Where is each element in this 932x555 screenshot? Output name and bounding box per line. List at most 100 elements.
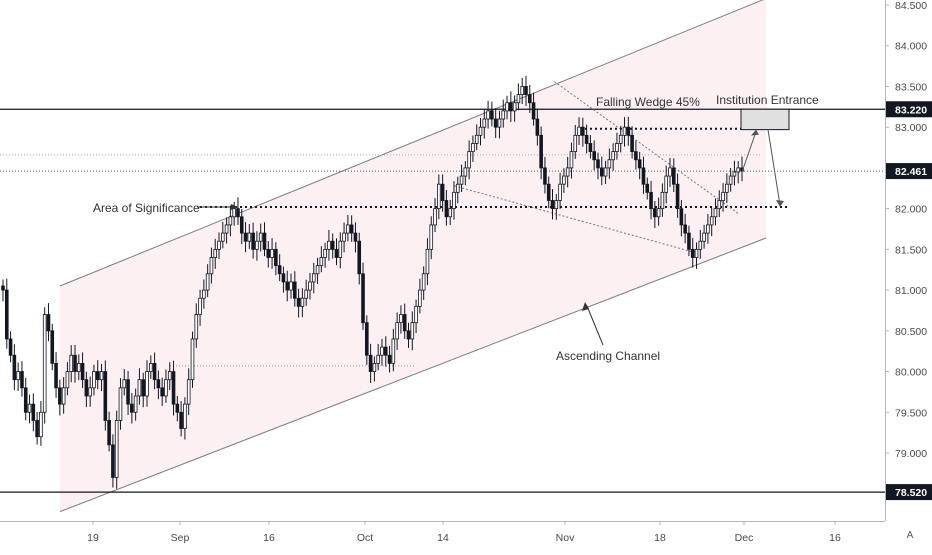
candle-body (107, 420, 111, 446)
candle-body (130, 403, 134, 413)
candle-body (509, 102, 513, 112)
candle-body (202, 289, 206, 299)
label-ascending-channel: Ascending Channel (556, 349, 660, 363)
candle-body (406, 330, 411, 340)
time-tick-label: 14 (437, 532, 449, 544)
candle-body (164, 379, 168, 397)
candle-body (232, 208, 236, 218)
candle-body (459, 175, 464, 185)
candle-body (675, 183, 680, 210)
candle-body (573, 134, 578, 153)
candle-body (725, 183, 729, 193)
candle-body (603, 167, 608, 177)
candle-body (687, 232, 691, 250)
candle-body (274, 248, 278, 267)
candle-body (611, 151, 615, 161)
price-tag-box (886, 484, 932, 501)
candle-body (584, 134, 589, 144)
candle-body (414, 305, 418, 324)
candle-body (338, 240, 343, 258)
candle-body (649, 191, 653, 210)
candle-body (20, 371, 24, 389)
candle-body (387, 354, 392, 364)
candle-body (607, 159, 612, 169)
candle-body (334, 248, 339, 258)
candle-body (535, 118, 540, 136)
candle-body (736, 167, 741, 173)
candle-body (402, 314, 407, 332)
candle-body (122, 379, 127, 389)
candle-body (452, 191, 456, 210)
candle-body (342, 232, 346, 242)
candle-body (668, 167, 672, 177)
arrowhead-up (751, 129, 759, 136)
time-tick-label: Nov (556, 532, 575, 544)
candle-body (429, 224, 434, 250)
candle-body (656, 208, 661, 218)
candle-body (270, 248, 274, 258)
candle-body (80, 362, 85, 381)
candle-body (630, 134, 634, 153)
candle-body (126, 379, 130, 405)
candle-body (247, 232, 252, 242)
candle-body (160, 387, 164, 397)
candle-body (361, 273, 365, 324)
candle-body (709, 216, 714, 226)
institution-entrance-zone (740, 108, 790, 131)
candle-body (285, 281, 290, 291)
candle-body (448, 208, 452, 218)
candle-body (391, 338, 396, 364)
candle-body (186, 379, 191, 405)
price-tick-label: 84.500 (895, 0, 927, 12)
candle-body (641, 167, 646, 185)
candle-body (653, 208, 657, 218)
candle-body (137, 379, 142, 397)
candle-body (478, 126, 483, 136)
candle-body (88, 387, 92, 397)
label-area-of-significance: Area of Significance (93, 201, 200, 215)
candle-body (54, 362, 58, 389)
candle-body (596, 159, 600, 169)
candle-body (61, 387, 66, 405)
candle-body (539, 134, 543, 169)
candle-body (349, 224, 354, 234)
candle-body (383, 346, 388, 356)
candle-body (255, 240, 259, 250)
channel-lower-line (59, 237, 767, 513)
price-tag-support-line: 78.520 (886, 484, 932, 501)
channel-fill (60, 0, 767, 512)
candle-body (293, 281, 297, 299)
candle-body (84, 379, 89, 397)
candle-body (444, 200, 449, 218)
candle-body (228, 216, 233, 226)
candle-body (694, 248, 699, 258)
candle-body (437, 183, 441, 210)
candle-body (198, 297, 202, 315)
candle-body (209, 257, 214, 275)
price-tag-box (886, 101, 932, 118)
projection-down-line (767, 129, 781, 206)
candle-body (482, 118, 487, 128)
significance-arrowhead (231, 204, 238, 211)
time-tick-label: Sep (171, 532, 190, 544)
candle-body (634, 151, 638, 161)
candle-body (357, 240, 362, 275)
candle-body (512, 102, 517, 112)
candle-body (296, 297, 301, 307)
candle-body (615, 143, 619, 153)
candle-body (520, 86, 524, 95)
candle-body (588, 143, 593, 153)
time-tick-label: 16 (829, 532, 841, 544)
candle-body (65, 371, 70, 389)
candle-body (304, 289, 308, 299)
candle-body (190, 338, 195, 381)
candle-body (471, 143, 475, 153)
candle-body (524, 86, 528, 95)
auto-scale-button[interactable]: A (906, 530, 914, 541)
candle-body (183, 403, 187, 429)
candle-body (175, 403, 180, 413)
candle-body (281, 273, 286, 283)
